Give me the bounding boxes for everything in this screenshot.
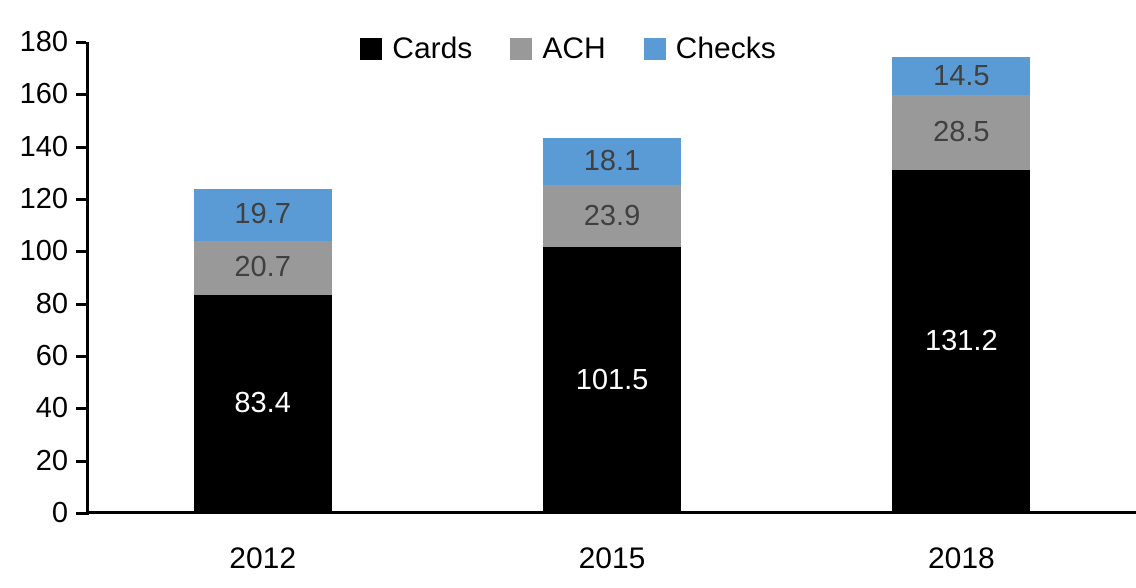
y-axis-tick-mark xyxy=(76,459,86,463)
bar-value-label: 83.4 xyxy=(234,387,291,420)
bar-value-label: 101.5 xyxy=(575,363,649,396)
bar-value-label: 131.2 xyxy=(925,324,998,357)
y-axis-label: 160 xyxy=(19,78,68,111)
y-axis-label: 100 xyxy=(19,235,68,268)
legend-item-ach: ACH xyxy=(510,32,606,65)
x-axis-label: 2015 xyxy=(578,542,646,575)
legend-swatch-icon xyxy=(510,38,533,60)
y-axis-label: 140 xyxy=(19,130,68,163)
y-axis-line xyxy=(86,42,89,515)
y-axis-tick-mark xyxy=(76,407,86,411)
y-axis-label: 180 xyxy=(19,26,68,58)
y-axis-tick-mark xyxy=(76,145,86,149)
y-axis-label: 60 xyxy=(35,340,68,372)
bar-segment-cards-2012: 83.4 xyxy=(193,294,332,513)
bar-segment-cards-2015: 101.5 xyxy=(543,247,681,513)
legend-swatch-icon xyxy=(360,38,383,60)
bar-segment-ach-2018: 28.5 xyxy=(892,95,1031,170)
bar-segment-ach-2012: 20.7 xyxy=(193,240,332,295)
legend-item-cards: Cards xyxy=(360,34,472,64)
bar-value-label: 20.7 xyxy=(234,251,291,284)
bar-segment-cards-2018: 131.2 xyxy=(892,169,1031,513)
bar-segment-checks-2018: 14.5 xyxy=(892,57,1031,96)
legend-label: ACH xyxy=(542,32,606,65)
bar-value-label: 14.5 xyxy=(933,59,990,92)
y-axis-tick-mark xyxy=(76,250,86,254)
bar-value-label: 28.5 xyxy=(933,115,990,148)
legend-item-checks: Checks xyxy=(643,32,776,65)
bar-value-label: 18.1 xyxy=(583,144,641,177)
legend-label: Checks xyxy=(675,32,776,65)
y-axis-label: 120 xyxy=(19,183,68,215)
y-axis-label: 20 xyxy=(35,444,68,477)
y-axis-tick-mark xyxy=(76,512,86,515)
y-axis-tick-mark xyxy=(76,198,86,201)
x-axis-label: 2018 xyxy=(927,542,995,575)
bar-value-label: 19.7 xyxy=(234,198,291,231)
x-axis-label: 2012 xyxy=(229,542,297,575)
y-axis-label: 80 xyxy=(35,287,68,320)
legend-label: Cards xyxy=(392,32,473,65)
legend-swatch-icon xyxy=(643,38,666,60)
bar-segment-ach-2015: 23.9 xyxy=(543,184,681,248)
y-axis-label: 0 xyxy=(51,497,68,529)
y-axis-tick-mark xyxy=(76,93,86,97)
chart-legend: Cards ACH Checks xyxy=(0,34,1136,64)
bar-segment-checks-2015: 18.1 xyxy=(543,137,681,185)
y-axis-tick-mark xyxy=(76,41,86,44)
y-axis-tick-mark xyxy=(76,302,86,306)
bar-segment-checks-2012: 19.7 xyxy=(193,189,332,241)
y-axis-label: 40 xyxy=(35,392,68,425)
bar-value-label: 23.9 xyxy=(583,199,641,232)
y-axis-tick-mark xyxy=(76,355,86,358)
